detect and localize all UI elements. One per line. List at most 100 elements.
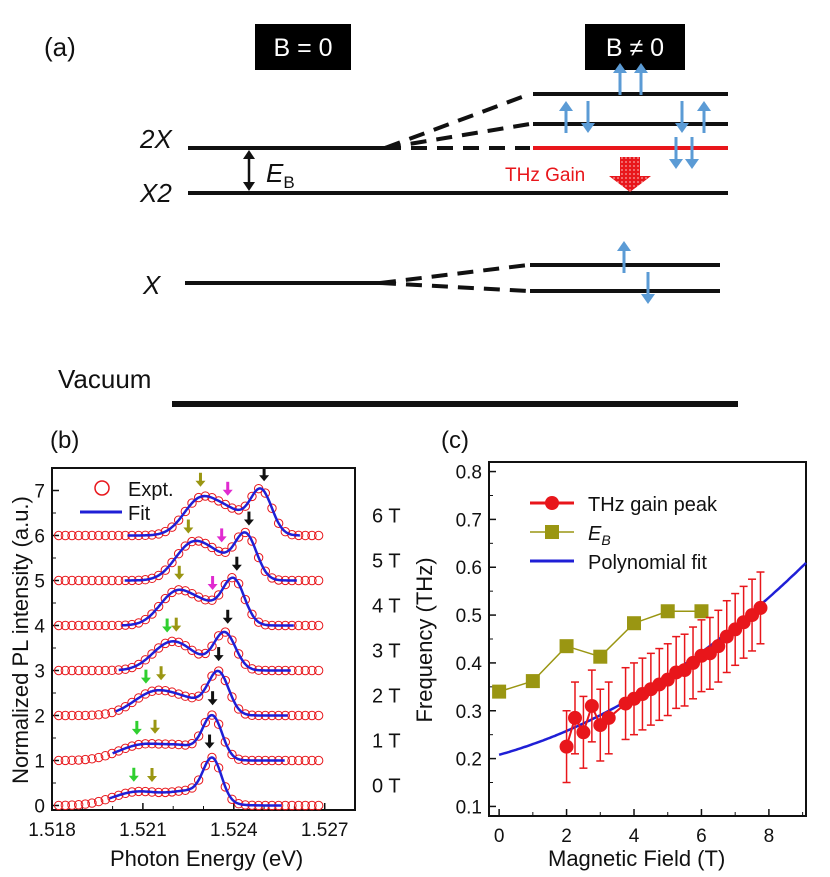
x-tick-label: 8 [764, 826, 775, 847]
level-x2-label: X2 [139, 178, 172, 208]
fit-line [119, 632, 291, 671]
peak-arrow-icon [150, 728, 160, 734]
y-tick-label: 1 [34, 752, 45, 773]
eb-point [492, 685, 506, 699]
legend-expt-marker [95, 481, 109, 495]
panel-b-field-labels: 0 T1 T2 T3 T4 T5 T6 T [372, 505, 401, 797]
gain-point [568, 711, 582, 725]
peak-arrow-icon [217, 536, 227, 542]
legend-expt-label: Expt. [128, 479, 174, 501]
legend-gain-marker [545, 496, 559, 510]
peak-arrow-icon [223, 618, 233, 624]
peak-arrow-icon [214, 655, 224, 661]
panel-b: (b) 1.518 1.521 1.524 1.527 0 1 2 3 4 5 6 7 0 T 1 T 2… [8, 427, 401, 871]
peak-arrow-icon [244, 520, 254, 526]
y-tick-label: 2 [34, 707, 45, 728]
fit-line [113, 715, 285, 760]
peak-arrow-icon [132, 729, 142, 735]
box-b-zero-text: B = 0 [273, 34, 332, 62]
spin-down-icon [581, 123, 595, 133]
gain-point [753, 601, 767, 615]
x-tick-label: 1.524 [210, 820, 258, 841]
panel-c: (c) 024680.10.20.30.40.50.60.70.8 THz ga… [412, 427, 806, 871]
panel-c-plot [492, 563, 806, 783]
spin-down-icon [685, 159, 699, 169]
gain-point [576, 725, 590, 739]
field-label: 0 T [372, 775, 401, 797]
panel-a-label: (a) [44, 32, 76, 62]
gain-point [585, 699, 599, 713]
peak-arrow-icon [195, 481, 205, 487]
vacuum-label: Vacuum [58, 364, 151, 394]
field-label: 5 T [372, 550, 401, 572]
eb-point [593, 650, 607, 664]
eb-point [627, 616, 641, 630]
panel-c-ylabel: Frequency (THz) [412, 557, 437, 722]
spin-up-icon [559, 101, 573, 111]
peak-arrow-icon [232, 565, 242, 571]
figure: (a) B = 0 B ≠ 0 2X X2 X Vacuum EB [0, 0, 830, 877]
eb-point [694, 604, 708, 618]
peak-arrow-icon [156, 674, 166, 680]
legend-eb-label: EB [588, 523, 611, 548]
eb-point [526, 674, 540, 688]
y-tick-label: 0.2 [456, 750, 482, 771]
peak-arrow-icon [183, 528, 193, 534]
field-label: 1 T [372, 730, 401, 752]
field-label: 2 T [372, 685, 401, 707]
peak-arrow-icon [259, 475, 269, 481]
y-tick-label: 7 [34, 482, 45, 503]
y-tick-label: 0.5 [456, 606, 482, 627]
spin-up-icon [617, 241, 631, 251]
x-tick-label: 4 [629, 826, 640, 847]
peak-arrow-icon [205, 743, 215, 749]
panel-a: (a) B = 0 B ≠ 0 2X X2 X Vacuum EB [44, 24, 738, 404]
fit-line [125, 532, 297, 580]
y-tick-label: 0.3 [456, 702, 482, 723]
panel-b-label: (b) [50, 427, 79, 454]
y-tick-label: 0.4 [456, 654, 483, 675]
field-label: 3 T [372, 640, 401, 662]
legend-eb-marker [545, 525, 559, 539]
legend-polyfit-label: Polynomial fit [588, 552, 707, 574]
peak-arrow-icon [162, 627, 172, 633]
peak-arrow-icon [171, 626, 181, 632]
y-tick-label: 0.6 [456, 558, 482, 579]
fit-line [110, 758, 282, 806]
gain-point [602, 711, 616, 725]
box-b-nonzero-text: B ≠ 0 [606, 34, 664, 62]
spin-down-icon [641, 294, 655, 304]
thz-gain-arrow [609, 157, 651, 192]
y-tick-label: 0 [34, 797, 45, 818]
panel-c-xlabel: Magnetic Field (T) [548, 846, 725, 871]
field-label: 6 T [372, 505, 401, 527]
gain-point [560, 740, 574, 754]
panel-b-xlabel: Photon Energy (eV) [110, 846, 303, 871]
spin-down-icon [669, 159, 683, 169]
x-tick-label: 1.518 [28, 820, 76, 841]
x-tick-label: 1.527 [301, 820, 349, 841]
spin-down-icon [675, 123, 689, 133]
panel-b-ylabel: Normalized PL intensity (a.u.) [8, 496, 33, 784]
peak-arrow-icon [147, 776, 157, 782]
legend-fit-label: Fit [128, 503, 151, 525]
splitting-2x [385, 94, 530, 148]
y-tick-label: 3 [34, 662, 45, 683]
peak-arrow-icon [208, 584, 218, 590]
eb-point [661, 604, 675, 618]
x-tick-label: 1.521 [119, 820, 167, 841]
level-x-label: X [142, 270, 162, 300]
eb-arrow [243, 150, 255, 191]
peak-arrow-icon [129, 776, 139, 782]
fit-line [122, 578, 294, 626]
eb-label: EB [266, 158, 295, 192]
panel-c-label: (c) [441, 427, 469, 454]
y-tick-label: 5 [34, 572, 45, 593]
y-tick-label: 6 [34, 527, 45, 548]
x-tick-label: 6 [696, 826, 707, 847]
peak-arrow-icon [208, 699, 218, 705]
peak-arrow-icon [174, 574, 184, 580]
peak-arrow-icon [141, 678, 151, 684]
thz-gain-label: THz Gain [505, 165, 585, 186]
y-tick-label: 4 [34, 617, 45, 638]
